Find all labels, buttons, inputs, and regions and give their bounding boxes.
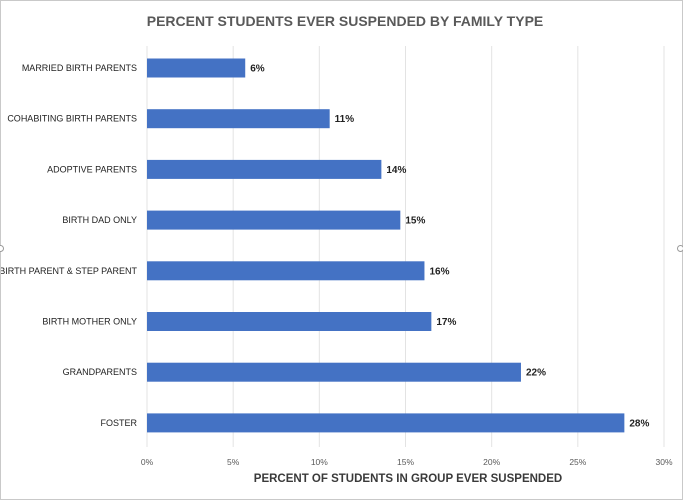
category-label: BIRTH DAD ONLY <box>62 215 137 225</box>
resize-handle-left[interactable] <box>0 245 4 252</box>
category-label: GRANDPARENTS <box>63 367 137 377</box>
x-tick-label: 30% <box>655 457 672 467</box>
x-tick-label: 25% <box>569 457 586 467</box>
x-axis-title: PERCENT OF STUDENTS IN GROUP EVER SUSPEN… <box>254 473 562 485</box>
category-label: COHABITING BIRTH PARENTS <box>7 114 137 124</box>
chart-title: PERCENT STUDENTS EVER SUSPENDED BY FAMIL… <box>147 13 544 29</box>
data-label: 15% <box>405 216 425 227</box>
data-label: 17% <box>436 317 456 328</box>
bar <box>147 362 521 382</box>
data-label: 16% <box>429 266 449 277</box>
data-label: 14% <box>386 165 406 176</box>
data-label: 22% <box>526 368 546 379</box>
gridlines <box>146 46 665 447</box>
category-label: BIRTH PARENT & STEP PARENT <box>1 266 137 276</box>
resize-handle-right[interactable] <box>677 245 683 252</box>
bar <box>147 159 382 179</box>
x-tick-label: 15% <box>397 457 414 467</box>
data-label: 11% <box>335 114 355 125</box>
bar <box>147 58 246 78</box>
bar <box>147 261 425 281</box>
bar <box>147 210 401 230</box>
category-label: BIRTH MOTHER ONLY <box>42 317 137 327</box>
bar <box>147 413 625 433</box>
x-tick-label: 0% <box>141 457 154 467</box>
category-label: MARRIED BIRTH PARENTS <box>22 63 137 73</box>
bar <box>147 312 432 331</box>
data-label: 6% <box>250 64 265 75</box>
x-tick-labels: 0% 5% 10% 15% 20% 25% 30% <box>141 457 673 467</box>
category-label: ADOPTIVE PARENTS <box>47 164 137 174</box>
data-label: 28% <box>629 418 649 429</box>
x-tick-label: 10% <box>311 457 328 467</box>
category-labels: MARRIED BIRTH PARENTS COHABITING BIRTH PA… <box>1 63 137 428</box>
category-label: FOSTER <box>100 418 137 428</box>
x-tick-label: 20% <box>483 457 500 467</box>
bars: 6% 11% 14% 15% 16% 17% 22% 28% <box>147 58 649 433</box>
bar <box>147 109 330 129</box>
x-tick-label: 5% <box>227 457 240 467</box>
